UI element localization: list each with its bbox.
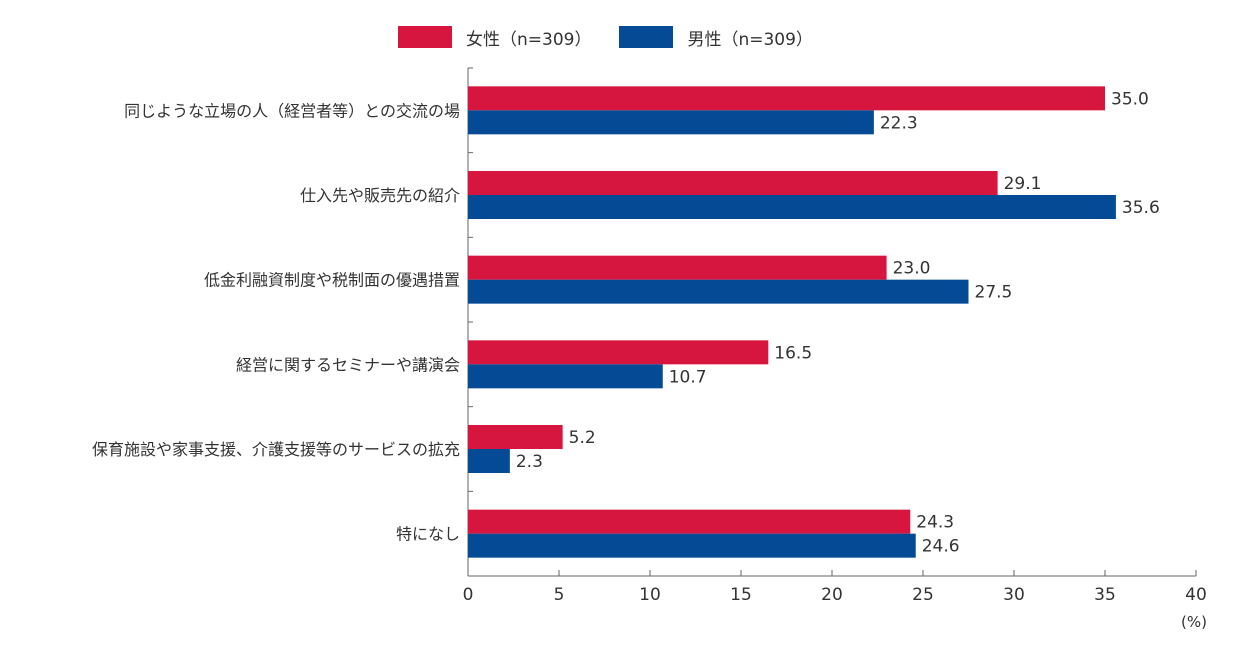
legend: 女性（n=309） 男性（n=309） [398,24,841,50]
category-label: 低金利融資制度や税制面の優遇措置 [204,271,460,290]
legend-item-male: 男性（n=309） [619,25,813,50]
value-label: 16.5 [774,343,812,363]
bar-male [468,533,916,558]
bar-male [468,279,969,304]
category-label: 保育施設や家事支援、介護支援等のサービスの拡充 [92,440,460,459]
value-label: 29.1 [1004,174,1042,194]
value-label: 24.6 [922,537,960,557]
x-tick-label: 20 [821,585,843,605]
value-label: 22.3 [880,113,918,133]
category-label: 特になし [396,525,460,544]
bar-male [468,195,1116,219]
x-tick-label: 5 [554,585,565,605]
value-label: 5.2 [569,428,596,448]
legend-swatch-male [619,26,674,48]
bar-female [468,425,563,449]
bar-male [468,364,663,389]
legend-label-female: 女性（n=309） [466,29,592,50]
bar-male [468,449,510,473]
category-label: 同じような立場の人（経営者等）との交流の場 [124,101,460,120]
legend-swatch-female [398,26,452,48]
bar-female [468,509,911,534]
bar-male [468,110,874,135]
x-tick-label: 40 [1185,585,1207,605]
x-tick-label: 15 [730,585,752,605]
bar-female [468,255,887,280]
x-tick-label: 30 [1003,585,1025,605]
value-label: 27.5 [975,283,1013,303]
x-tick-label: 25 [912,585,934,605]
value-label: 35.0 [1111,89,1149,109]
value-label: 35.6 [1122,198,1160,218]
x-tick-label: 10 [639,585,661,605]
bar-female [468,171,998,195]
x-axis-unit-label: (%) [1181,613,1207,631]
bar-female [468,86,1105,111]
category-label: 仕入先や販売先の紹介 [300,186,460,205]
value-label: 10.7 [669,367,707,387]
value-label: 24.3 [916,513,954,533]
x-tick-label: 0 [463,585,474,605]
legend-label-male: 男性（n=309） [687,29,813,50]
bar-female [468,340,769,365]
value-label: 2.3 [516,452,543,472]
value-label: 23.0 [893,259,931,279]
x-tick-label: 35 [1094,585,1116,605]
legend-item-female: 女性（n=309） [398,25,591,50]
category-label: 経営に関するセミナーや講演会 [236,355,460,374]
